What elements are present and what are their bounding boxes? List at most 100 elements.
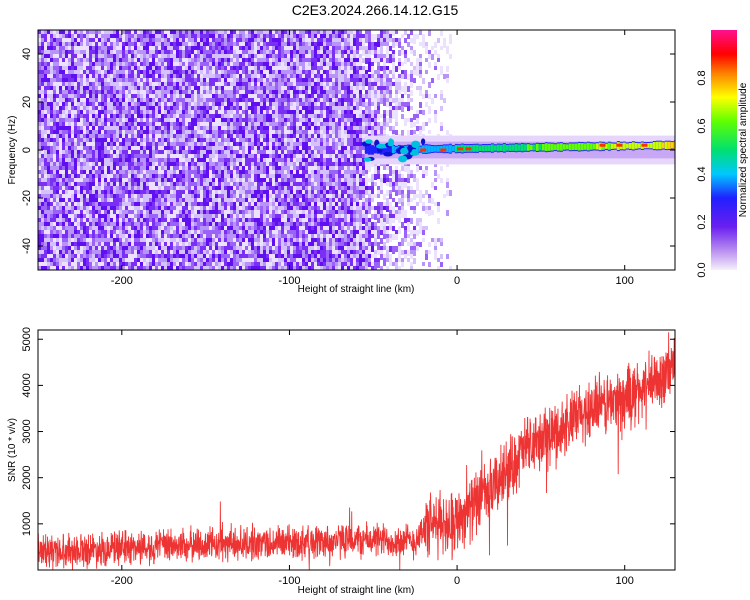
noise-cell — [230, 150, 233, 154]
noise-cell — [62, 250, 65, 256]
noise-cell — [182, 30, 185, 35]
noise-cell — [158, 214, 161, 220]
noise-cell — [41, 90, 44, 95]
noise-cell — [68, 70, 71, 75]
noise-cell — [200, 30, 203, 36]
noise-cell — [44, 218, 47, 223]
noise-cell — [182, 126, 185, 131]
noise-cell — [251, 130, 254, 134]
noise-cell — [185, 262, 188, 266]
noise-cell — [134, 146, 137, 152]
noise-cell — [281, 50, 284, 55]
noise-cell — [59, 122, 62, 127]
noise-cell — [95, 182, 98, 188]
noise-cell — [242, 106, 245, 111]
noise-cell — [212, 98, 215, 103]
noise-cell — [251, 214, 254, 220]
noise-cell — [101, 82, 104, 88]
noise-cell — [287, 90, 290, 95]
noise-cell — [266, 138, 269, 142]
noise-cell — [191, 130, 194, 136]
noise-cell — [185, 146, 188, 151]
noise-cell — [227, 170, 230, 174]
noise-cell — [77, 90, 80, 95]
noise-cell — [50, 190, 53, 196]
noise-cell — [263, 210, 266, 215]
noise-cell — [260, 186, 263, 191]
noise-cell — [92, 218, 95, 224]
noise-cell — [152, 142, 155, 148]
noise-cell — [110, 86, 113, 90]
noise-cell — [74, 122, 77, 127]
noise-cell — [137, 190, 140, 194]
noise-cell — [206, 218, 209, 223]
noise-cell — [167, 126, 170, 130]
noise-cell — [266, 66, 269, 70]
noise-cell — [206, 266, 209, 270]
noise-cell — [272, 246, 275, 250]
noise-cell — [71, 30, 74, 34]
noise-cell — [152, 46, 155, 51]
noise-cell — [278, 34, 281, 39]
noise-cell — [179, 34, 182, 38]
noise-cell — [278, 162, 281, 167]
noise-cell — [71, 190, 74, 194]
noise-cell — [104, 54, 107, 58]
noise-cell — [140, 214, 143, 218]
noise-cell — [200, 54, 203, 59]
noise-cell — [41, 30, 44, 34]
noise-cell — [89, 170, 92, 176]
noise-cell — [149, 258, 152, 262]
noise-cell — [251, 50, 254, 54]
noise-cell — [245, 266, 248, 270]
noise-cell — [59, 158, 62, 164]
noise-cell — [92, 222, 95, 227]
noise-cell — [194, 138, 197, 143]
noise-cell — [41, 230, 44, 236]
noise-cell — [260, 54, 263, 60]
noise-cell — [248, 130, 251, 134]
noise-cell — [284, 42, 287, 48]
noise-cell — [257, 30, 260, 36]
noise-cell — [71, 146, 74, 152]
noise-cell — [191, 226, 194, 230]
noise-cell — [155, 266, 158, 270]
noise-cell — [56, 42, 59, 48]
noise-cell — [89, 222, 92, 226]
noise-cell — [56, 134, 59, 140]
noise-cell — [65, 214, 68, 219]
noise-cell — [176, 82, 179, 87]
noise-cell — [203, 182, 206, 186]
noise-cell — [236, 214, 239, 220]
noise-cell — [59, 206, 62, 211]
noise-cell — [143, 102, 146, 108]
noise-cell — [218, 54, 221, 59]
noise-cell — [230, 186, 233, 190]
noise-cell — [119, 134, 122, 140]
noise-cell — [152, 34, 155, 38]
noise-cell — [47, 238, 50, 244]
noise-cell — [206, 178, 209, 184]
noise-cell — [44, 74, 47, 78]
noise-cell — [62, 234, 65, 238]
noise-cell — [191, 118, 194, 124]
noise-cell — [209, 62, 212, 68]
noise-cell — [113, 178, 116, 184]
noise-cell — [110, 194, 113, 200]
noise-cell — [236, 206, 239, 211]
noise-cell — [53, 194, 56, 200]
noise-cell — [188, 38, 191, 42]
noise-cell — [179, 134, 182, 139]
noise-cell — [245, 222, 248, 228]
noise-cell — [224, 162, 227, 167]
noise-cell — [275, 34, 278, 39]
noise-cell — [149, 110, 152, 115]
noise-cell — [161, 122, 164, 128]
noise-cell — [77, 202, 80, 206]
noise-cell — [56, 138, 59, 142]
noise-cell — [134, 58, 137, 64]
noise-cell — [116, 90, 119, 94]
noise-cell — [284, 62, 287, 66]
noise-cell — [173, 162, 176, 168]
noise-cell — [143, 190, 146, 196]
